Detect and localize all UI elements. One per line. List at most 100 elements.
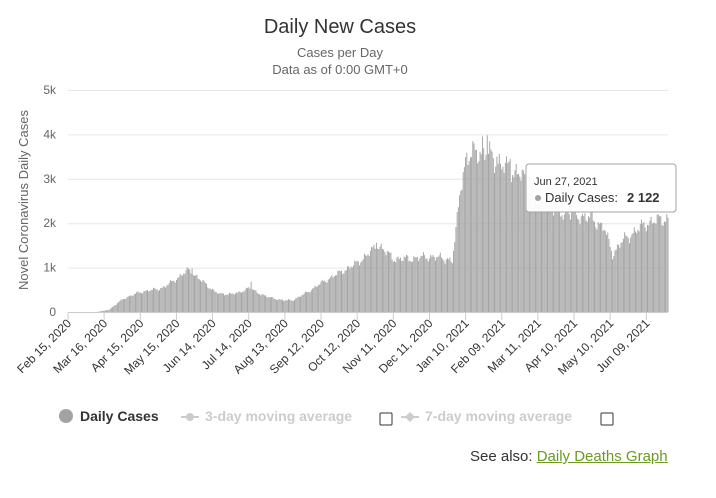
- bar: [290, 300, 291, 312]
- bar: [374, 245, 375, 312]
- bar: [496, 157, 497, 312]
- bar: [651, 217, 652, 312]
- bar: [647, 225, 648, 312]
- legend-item-3-day-average[interactable]: 3-day moving average: [181, 408, 352, 424]
- bar: [576, 215, 577, 312]
- legend-item-daily-cases[interactable]: Daily Cases: [59, 408, 159, 424]
- bar: [404, 256, 405, 312]
- bar: [430, 255, 431, 312]
- bar: [507, 163, 508, 312]
- bar: [359, 265, 360, 312]
- bar: [570, 220, 571, 312]
- bar: [304, 293, 305, 312]
- bar: [131, 296, 132, 312]
- bar: [293, 301, 294, 312]
- bar: [145, 291, 146, 312]
- chart-title: Daily New Cases: [264, 16, 416, 38]
- bar: [272, 297, 273, 312]
- bar: [207, 288, 208, 313]
- bar: [487, 135, 488, 312]
- bar: [469, 161, 470, 312]
- bar: [649, 221, 650, 312]
- legend-checkbox-3-day[interactable]: [380, 413, 392, 425]
- bar: [368, 254, 369, 312]
- bar: [211, 290, 212, 312]
- bar: [465, 157, 466, 312]
- bar: [108, 310, 109, 312]
- bar: [417, 257, 418, 312]
- bar: [387, 251, 388, 312]
- bar: [142, 293, 143, 312]
- bar: [451, 262, 452, 312]
- bar: [615, 250, 616, 312]
- legend-label-daily-cases: Daily Cases: [80, 408, 159, 424]
- bar: [223, 294, 224, 312]
- bar: [331, 275, 332, 312]
- bar: [517, 174, 518, 312]
- bar: [593, 221, 594, 312]
- bar: [395, 262, 396, 312]
- legend-item-7-day-average[interactable]: 7-day moving average: [401, 408, 572, 424]
- bar: [464, 167, 465, 312]
- bar: [461, 189, 462, 312]
- bar: [124, 299, 125, 312]
- bar: [364, 254, 365, 312]
- bar: [284, 301, 285, 312]
- bar: [494, 173, 495, 312]
- bar: [178, 277, 179, 312]
- daily-deaths-graph-link[interactable]: Daily Deaths Graph: [537, 448, 668, 465]
- bar: [319, 285, 320, 312]
- bar: [234, 295, 235, 312]
- bar: [192, 268, 193, 312]
- bar: [118, 302, 119, 312]
- y-tick-label: 0: [49, 305, 56, 319]
- bar: [564, 215, 565, 312]
- bar: [423, 252, 424, 312]
- y-tick-label: 1k: [43, 261, 57, 275]
- y-tick-label: 2k: [43, 216, 57, 230]
- bar: [125, 299, 126, 312]
- bar: [655, 224, 656, 312]
- bar: [439, 256, 440, 312]
- bar: [384, 252, 385, 312]
- bar: [551, 208, 552, 312]
- bar: [111, 308, 112, 312]
- legend-marker-7-day: [405, 412, 415, 422]
- bar: [219, 293, 220, 312]
- bar: [378, 249, 379, 312]
- bar: [596, 230, 597, 312]
- bar: [661, 225, 662, 312]
- bar: [263, 294, 264, 312]
- bar: [410, 261, 411, 312]
- bar: [333, 277, 334, 312]
- bar: [201, 282, 202, 312]
- bar: [441, 257, 442, 312]
- bar: [600, 223, 601, 312]
- legend-marker-3-day: [186, 413, 194, 421]
- bar: [355, 262, 356, 312]
- bar: [149, 291, 150, 312]
- bar: [583, 216, 584, 312]
- bar: [345, 270, 346, 312]
- bar: [152, 290, 153, 312]
- y-tick-label: 4k: [43, 127, 57, 141]
- bar: [453, 251, 454, 312]
- bar: [266, 297, 267, 312]
- bar: [658, 215, 659, 313]
- bar: [242, 292, 243, 312]
- bar: [315, 286, 316, 312]
- bar: [631, 235, 632, 312]
- bar: [182, 276, 183, 312]
- legend-marker-daily-cases: [59, 409, 73, 423]
- bar: [200, 281, 201, 313]
- bar: [328, 279, 329, 312]
- bar: [325, 282, 326, 312]
- bar: [552, 208, 553, 312]
- bar: [474, 143, 475, 312]
- bar: [130, 295, 131, 312]
- legend-checkbox-7-day[interactable]: [601, 413, 613, 425]
- bar: [381, 244, 382, 312]
- bar: [357, 261, 358, 312]
- bar: [230, 293, 231, 312]
